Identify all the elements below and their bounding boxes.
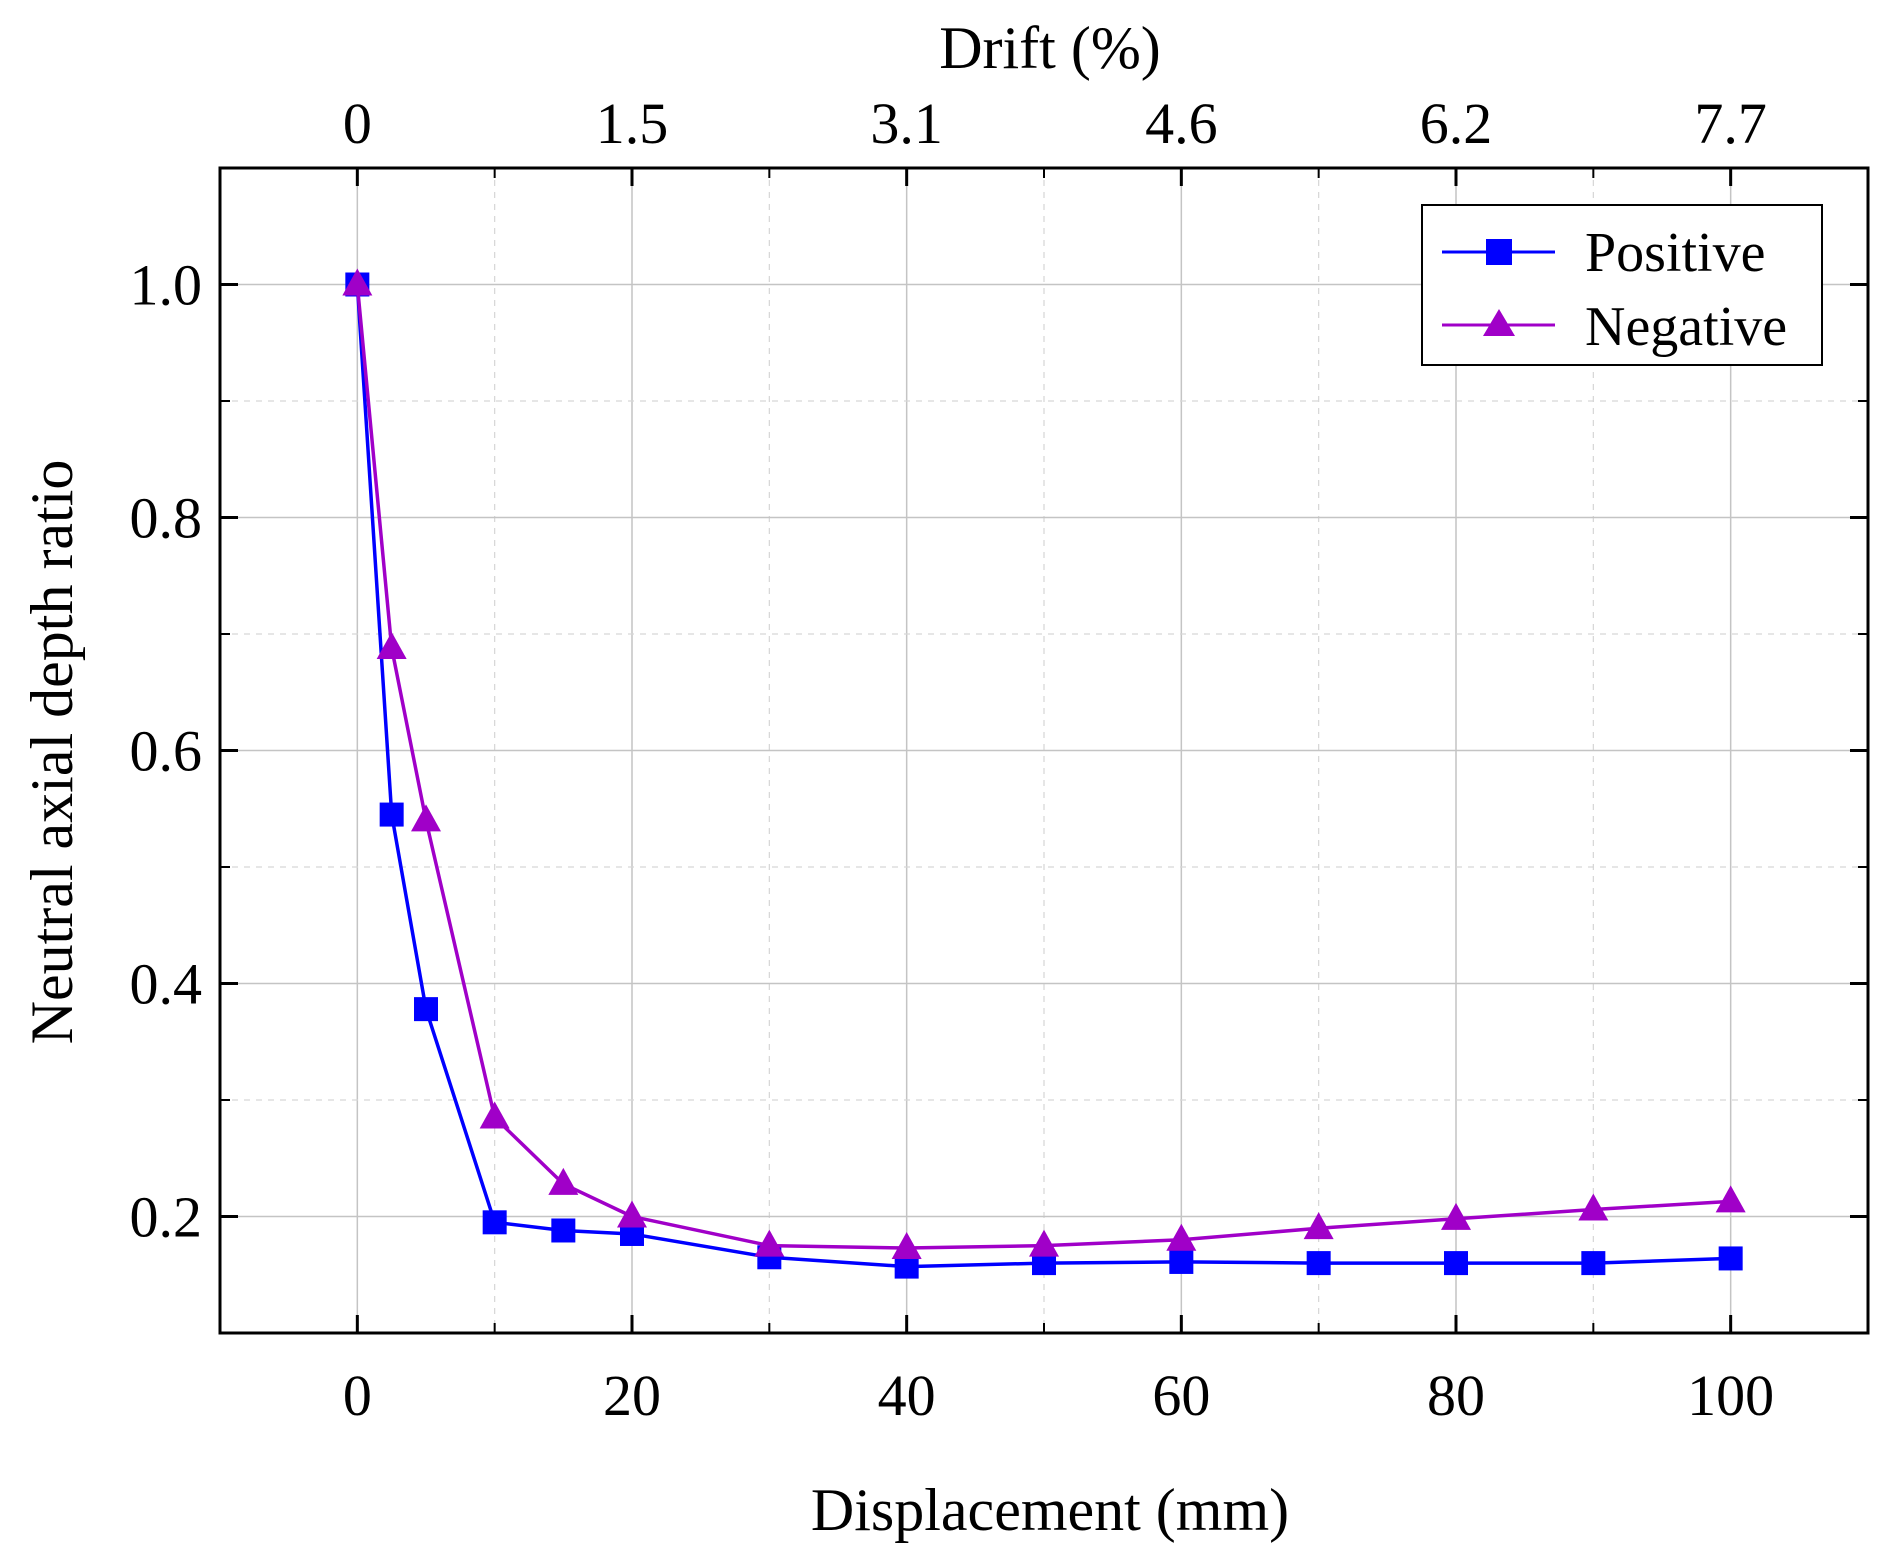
legend-negative-marker bbox=[1483, 309, 1515, 336]
series-negative-point bbox=[1166, 1223, 1197, 1251]
series-negative-point bbox=[1029, 1229, 1059, 1257]
x-tick-label: 40 bbox=[878, 1363, 936, 1428]
legend-negative-label: Negative bbox=[1585, 296, 1787, 358]
series-positive-point bbox=[1169, 1249, 1194, 1274]
series-positive-point bbox=[482, 1210, 507, 1235]
axis-ticks bbox=[220, 168, 1868, 1333]
y-tick-label: 0.6 bbox=[130, 719, 203, 784]
top-tick-label: 3.1 bbox=[870, 91, 943, 156]
top-axis-title: Drift (%) bbox=[939, 15, 1161, 81]
x-tick-label: 100 bbox=[1687, 1363, 1774, 1428]
top-tick-label: 7.7 bbox=[1694, 91, 1767, 156]
y-tick-label: 0.4 bbox=[130, 952, 203, 1017]
series-negative-point bbox=[411, 804, 441, 832]
legend-box bbox=[1421, 204, 1823, 366]
legend-positive-label: Positive bbox=[1585, 222, 1765, 284]
x-axis-title: Displacement (mm) bbox=[811, 1477, 1289, 1543]
y-tick-label: 1.0 bbox=[130, 253, 203, 318]
y-tick-label: 0.2 bbox=[130, 1185, 203, 1250]
series-positive-point bbox=[414, 997, 438, 1022]
top-tick-label: 6.2 bbox=[1420, 91, 1493, 156]
legend: Positive Negative bbox=[1421, 204, 1823, 366]
series-positive-point bbox=[379, 802, 404, 827]
series-negative-point bbox=[548, 1167, 579, 1195]
series-negative-point bbox=[376, 631, 407, 659]
tick-labels: 0 20 40 60 80 100 0 1.5 3.1 4.6 6.2 7.7 0.2 0.4 0.6 0.8… bbox=[130, 91, 1775, 1428]
series-negative-point bbox=[891, 1231, 922, 1259]
series-positive-point bbox=[1718, 1246, 1743, 1271]
x-tick-label: 80 bbox=[1427, 1363, 1485, 1428]
series-negative-point bbox=[1578, 1193, 1609, 1221]
x-tick-label: 20 bbox=[603, 1363, 661, 1428]
top-tick-label: 4.6 bbox=[1145, 91, 1218, 156]
series-positive-point bbox=[1444, 1251, 1468, 1276]
series-negative-line bbox=[355, 284, 1731, 1250]
x-tick-label: 60 bbox=[1152, 1363, 1210, 1428]
series-positive-point bbox=[551, 1218, 576, 1243]
series-negative-point bbox=[1441, 1202, 1471, 1230]
series-negative-point bbox=[617, 1200, 647, 1228]
top-tick-label: 0 bbox=[343, 91, 372, 156]
top-tick-label: 1.5 bbox=[596, 91, 669, 156]
series-negative-point bbox=[342, 268, 373, 296]
series-positive-point bbox=[1306, 1251, 1331, 1276]
series-negative-point bbox=[1303, 1212, 1334, 1240]
series-positive-point bbox=[1581, 1251, 1606, 1276]
legend-positive-marker bbox=[1486, 239, 1512, 265]
x-tick-label: 0 bbox=[343, 1363, 372, 1428]
series-positive-line bbox=[355, 284, 1731, 1269]
y-tick-label: 0.8 bbox=[130, 486, 203, 551]
series-negative-point bbox=[479, 1101, 510, 1129]
y-axis-title: Neutral axial depth ratio bbox=[19, 460, 85, 1045]
series-negative-point bbox=[754, 1229, 785, 1257]
series-negative-point bbox=[1715, 1185, 1746, 1213]
series-layer bbox=[342, 268, 1746, 1279]
